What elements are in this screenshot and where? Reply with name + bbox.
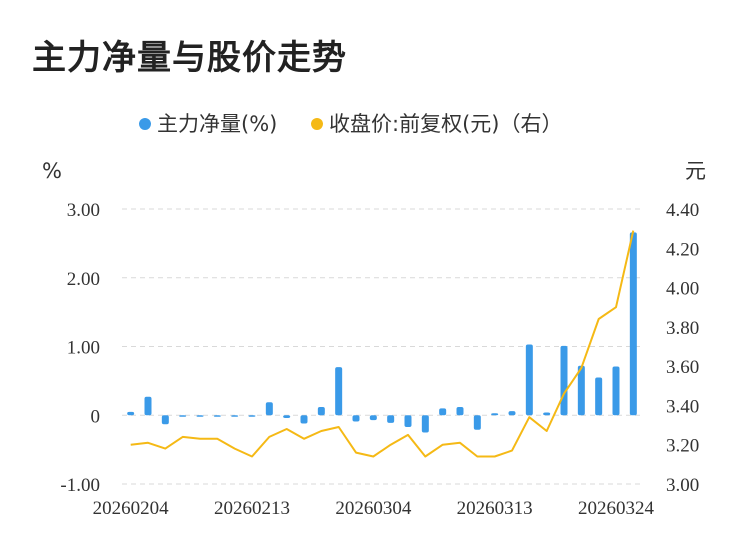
right-axis-ticks: 4.40 4.20 4.00 3.80 3.60 3.40 3.20 3.00 [666,200,699,496]
right-axis-unit: 元 [685,159,706,183]
bar [543,412,551,416]
right-tick-label: 4.00 [666,279,699,300]
bar [161,415,169,425]
bar [248,415,256,417]
legend-label-line: 收盘价:前复权(元)（右） [329,112,562,136]
right-tick-label: 3.60 [666,357,699,378]
left-tick-label: -1.00 [60,475,100,496]
left-tick-label: 0 [91,406,101,427]
legend[interactable]: 主力净量(%) 收盘价:前复权(元)（右） [139,112,562,136]
x-tick-label: 20260324 [578,498,655,519]
bar [144,396,152,416]
x-tick-label: 20260304 [335,498,412,519]
bar [473,415,481,430]
right-tick-label: 4.20 [666,239,699,260]
left-axis-ticks: 3.00 2.00 1.00 0 -1.00 [60,200,100,496]
bar [525,344,533,416]
right-tick-label: 3.00 [666,475,699,496]
bar [265,402,273,416]
price-line [130,230,635,458]
bar [179,415,187,417]
bar [404,415,412,427]
bar [508,411,516,416]
x-tick-label: 20260204 [93,498,170,519]
legend-label-bar: 主力净量(%) [157,112,277,136]
bar [456,407,464,416]
x-tick-label: 20260313 [457,498,533,519]
bar [231,415,239,417]
bar [196,415,204,417]
right-tick-label: 3.20 [666,436,699,457]
grid-layer [122,208,642,485]
line-series-layer [130,230,635,458]
bar [612,366,620,416]
bar [283,415,291,418]
bar [421,415,429,433]
right-tick-label: 3.80 [666,318,699,339]
legend-marker-bar [139,118,151,130]
left-tick-label: 2.00 [67,269,100,290]
bar [577,365,585,416]
bar-series-layer [127,232,637,433]
left-axis-unit: % [42,159,62,183]
bar [439,408,447,416]
left-tick-label: 1.00 [67,338,100,359]
chart-title: 主力净量与股价走势 [32,38,347,78]
right-tick-label: 3.40 [666,396,699,417]
bar [317,407,325,416]
bar [595,377,603,416]
left-tick-label: 3.00 [67,200,100,221]
bar [491,413,499,416]
bar [213,415,221,417]
bar [629,232,637,416]
x-axis-ticks: 20260204 20260213 20260304 20260313 20260324 [93,498,655,519]
bar [300,415,308,424]
bar [127,411,135,416]
bar [352,415,360,422]
right-tick-label: 4.40 [666,200,699,221]
bar [369,415,377,421]
bar [560,345,568,416]
bar [335,367,343,416]
legend-marker-line [311,118,323,130]
bar [387,415,395,423]
x-tick-label: 20260213 [214,498,290,519]
